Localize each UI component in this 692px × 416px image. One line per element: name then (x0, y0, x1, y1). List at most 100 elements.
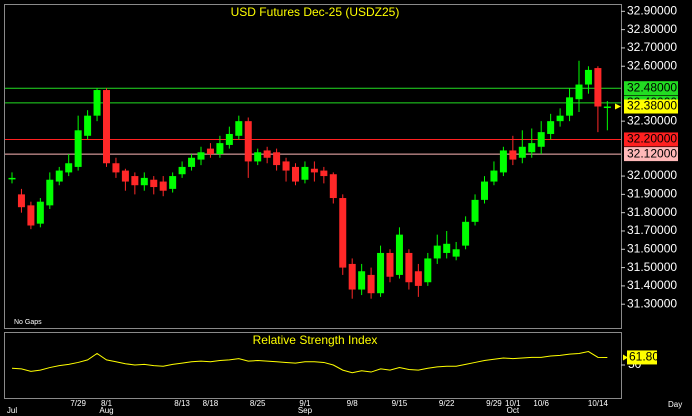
x-tick-label: 9/22 (439, 399, 455, 408)
x-tick-label: 9/8 (347, 399, 359, 408)
candle-body (263, 150, 271, 158)
y-tick-label: 32.70000 (627, 40, 677, 54)
level-label-box (624, 81, 678, 96)
level-label-box (624, 132, 678, 147)
last-price-arrow (615, 103, 621, 110)
candle-body (537, 132, 545, 147)
level-label: 32.20000 (627, 132, 677, 146)
candle-body (367, 274, 375, 294)
x-tick-label: 8/13 (174, 399, 190, 408)
last-price-label: 32.38000 (627, 99, 677, 113)
candle-body (140, 177, 148, 186)
candle-body (358, 271, 366, 290)
y-tick-label: 32.60000 (627, 58, 677, 72)
candle-body (443, 243, 451, 253)
y-tick-label: 31.90000 (627, 187, 677, 201)
candle-body (528, 143, 536, 153)
candle-body (594, 68, 602, 107)
y-tick-label: 31.50000 (627, 260, 677, 274)
candle-body (490, 170, 498, 182)
level-label: 32.12000 (627, 146, 677, 160)
candle-body (27, 205, 35, 226)
y-tick-label: 31.70000 (627, 223, 677, 237)
x-tick-label: 10/1 (505, 399, 521, 408)
candle-body (603, 106, 611, 109)
candle-body (178, 166, 186, 175)
candle-body (329, 174, 337, 199)
x-tick-label: 9/29 (486, 399, 502, 408)
candle-body (244, 121, 252, 162)
candle-body (159, 181, 167, 191)
x-tick-label: 9/1 (299, 399, 311, 408)
level-label: 32.48000 (627, 80, 677, 94)
rsi-title: Relative Strength Index (253, 333, 378, 347)
candle-body (584, 69, 592, 85)
x-tick-label: 10/14 (588, 399, 609, 408)
candle-body (188, 157, 196, 167)
candle-body (282, 161, 290, 171)
candle-body (121, 170, 129, 182)
y-tick-label: 32.30000 (627, 113, 677, 127)
candle-body (462, 221, 470, 246)
x-tick-label: 9/15 (392, 399, 408, 408)
candle-body (150, 179, 158, 188)
candle-body (17, 194, 25, 208)
candle-body (84, 115, 92, 136)
chart-title: USD Futures Dec-25 (USDZ25) (231, 5, 400, 19)
candle-body (481, 181, 488, 200)
candle-body (292, 166, 299, 182)
candle-body (55, 170, 63, 182)
month-label: Sep (298, 406, 313, 415)
month-label: Oct (507, 406, 520, 415)
candle-body (74, 130, 82, 167)
candle-body (405, 252, 413, 283)
rsi-value-label: 61.80 (629, 350, 659, 364)
candle-body (320, 170, 328, 177)
level-label-box (624, 147, 678, 162)
candle-body (499, 150, 507, 173)
candle-body (8, 177, 16, 180)
y-tick-label: 31.30000 (627, 296, 677, 310)
candle-body (575, 84, 583, 100)
candle-body (197, 152, 205, 160)
candle-body (93, 90, 101, 116)
gap-note: No Gaps (14, 319, 42, 326)
candle-body (424, 258, 432, 283)
candle-body (348, 263, 356, 290)
candle-body (452, 249, 460, 257)
x-tick-label: 7/29 (70, 399, 86, 408)
candle-body (518, 146, 526, 158)
candle-body (131, 176, 139, 186)
candle-body (547, 121, 555, 134)
y-tick-label: 32.90000 (627, 3, 677, 17)
candle-body (386, 252, 394, 277)
x-tick-label: 8/1 (101, 399, 113, 408)
candle-body (433, 245, 441, 259)
candle-body (471, 199, 479, 222)
x-tick-label: 8/25 (250, 399, 266, 408)
x-tick-label: 10/6 (533, 399, 549, 408)
price-panel (4, 4, 622, 329)
last-price-box (624, 99, 678, 114)
rsi-line (11, 351, 608, 374)
candle-body (225, 133, 233, 145)
candle-body (556, 115, 564, 122)
month-label: Jul (7, 406, 17, 415)
candle-body (377, 252, 385, 294)
candle-body (254, 152, 262, 162)
candle-body (414, 271, 422, 286)
rsi-arrow (623, 354, 628, 361)
candle-body (235, 121, 243, 136)
candle-body (206, 148, 214, 155)
candle-body (395, 234, 403, 275)
rsi-value-box (627, 350, 657, 365)
y-tick-label: 32.00000 (627, 168, 677, 182)
candle-body (46, 179, 54, 206)
y-tick-label: 31.40000 (627, 278, 677, 292)
candle-body (216, 143, 224, 155)
candle-body (566, 97, 574, 116)
y-tick-label: 32.80000 (627, 22, 677, 36)
candle-body (112, 163, 120, 173)
